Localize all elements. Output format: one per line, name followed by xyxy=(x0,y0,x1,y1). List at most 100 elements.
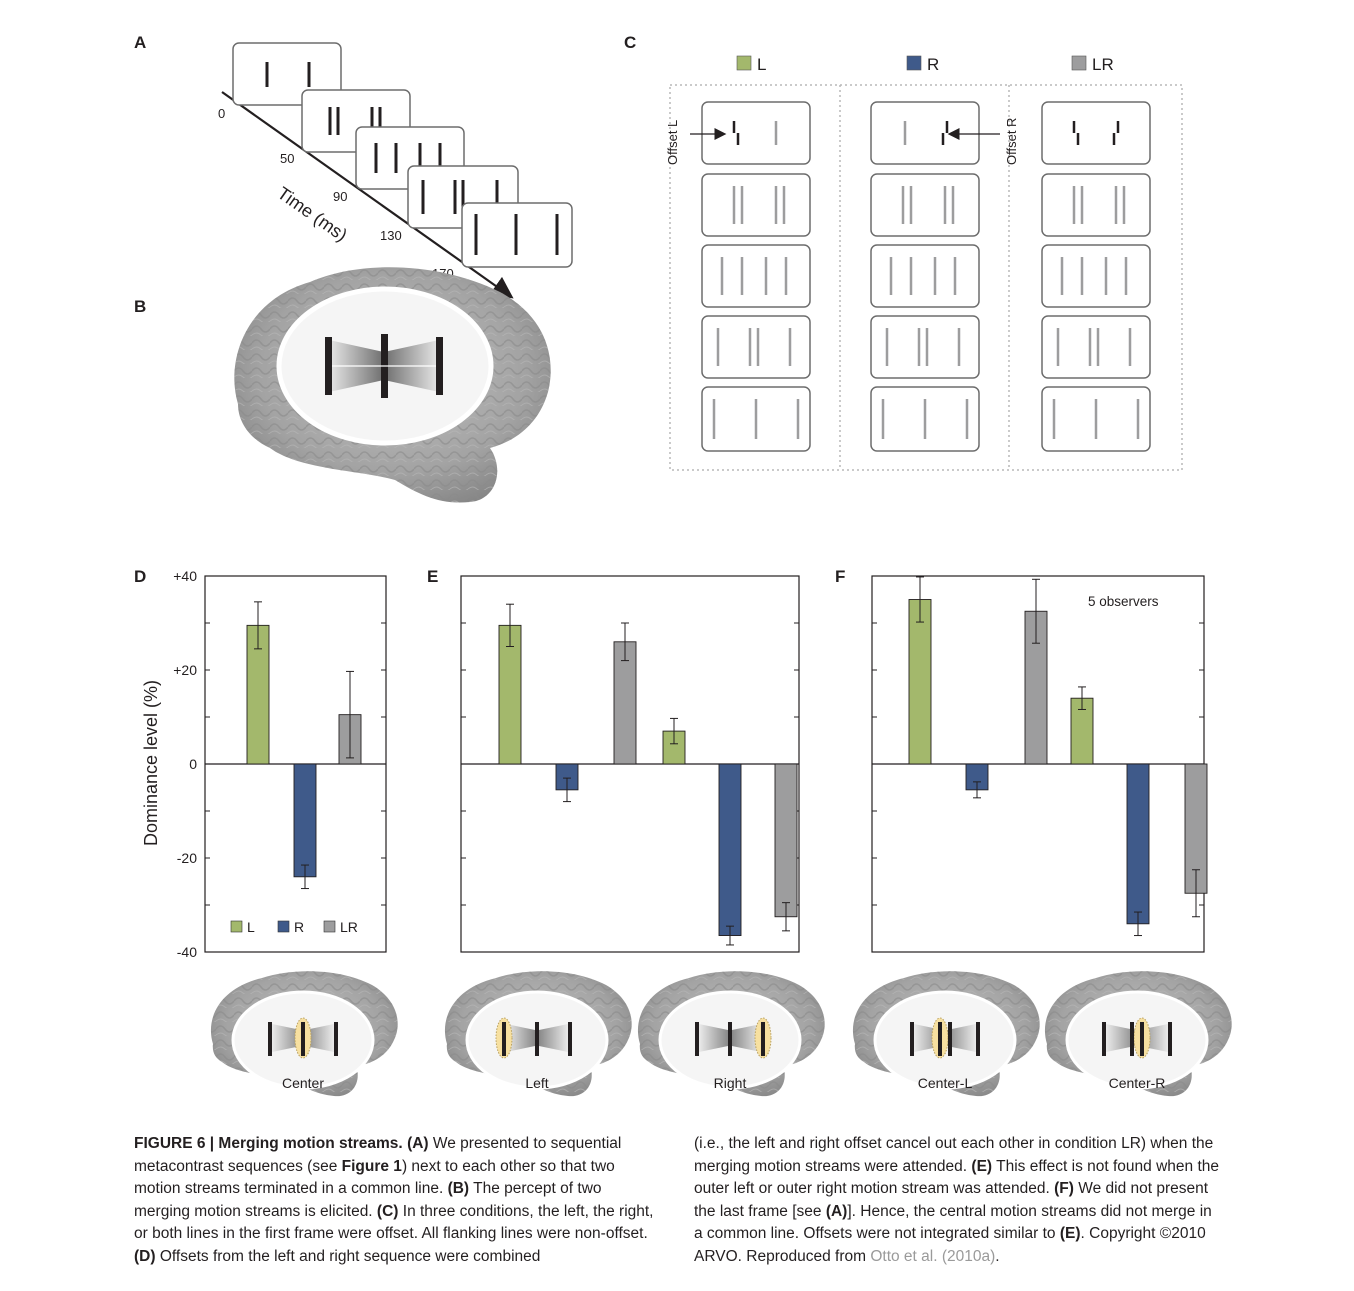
offset-r-label: Offset R xyxy=(1004,118,1019,165)
caption-text-a: We presented to sequential metacontrast … xyxy=(134,1135,622,1175)
caption-ref-c: (C) xyxy=(376,1202,399,1220)
brain-center-r: Center-R xyxy=(1044,971,1232,1097)
caption-text-d-end: (i.e., the left and right offset cancel … xyxy=(694,1135,1214,1175)
legend-label-lr: LR xyxy=(1092,55,1114,74)
panel-label-b: B xyxy=(134,297,146,316)
error-bar-right-r xyxy=(726,925,734,946)
condition-frame-c3-r4 xyxy=(1041,315,1151,379)
error-bar-left-l xyxy=(506,603,514,647)
brain-label-right: Right xyxy=(714,1075,747,1091)
error-bar-center-l xyxy=(254,601,262,650)
brain-center-l: Center-L xyxy=(852,971,1040,1097)
error-bar-center-r-lr xyxy=(1192,869,1200,918)
caption-ref-f-e: (E) xyxy=(1059,1225,1081,1243)
error-bar-center-r xyxy=(301,864,309,890)
y-tick-label: -20 xyxy=(177,850,197,866)
brain-label-center-l: Center-L xyxy=(918,1075,973,1091)
caption-text-f: We did not present the last frame [see xyxy=(694,1180,1209,1220)
condition-frame-c1-r5 xyxy=(701,386,811,452)
caption-ref-f: (F) xyxy=(1054,1180,1074,1198)
condition-frame-c3-r1 xyxy=(1041,101,1151,165)
caption-text-d-start: Offsets from the left and right sequence… xyxy=(155,1247,541,1265)
caption-text-c: In three conditions, the left, the right… xyxy=(134,1202,654,1243)
caption-text-f2: ]. Hence, the central motion streams did… xyxy=(694,1202,1212,1243)
chart-panel-d xyxy=(204,575,387,953)
time-tick-0: 0 xyxy=(218,106,225,121)
chart-legend-label-r: R xyxy=(294,919,304,935)
error-bar-center-l-lr xyxy=(1032,578,1040,644)
caption-figure-label: FIGURE 6 | Merging motion streams. xyxy=(134,1135,403,1152)
condition-frame-c1-r3 xyxy=(701,244,811,308)
caption-ref-f-a: (A) xyxy=(825,1202,848,1220)
panel-label-e: E xyxy=(427,567,438,586)
chart-legend-swatch-r xyxy=(277,920,290,933)
caption-ref-b: (B) xyxy=(447,1180,470,1198)
legend-swatch-lr xyxy=(1071,55,1087,71)
condition-frame-c2-r4 xyxy=(870,315,980,379)
offset-l-label: Offset L xyxy=(665,120,680,165)
chart-panel-f xyxy=(871,575,1208,953)
chart-legend-swatch-l xyxy=(230,920,243,933)
y-tick-label: +20 xyxy=(173,662,197,678)
dominance-charts: Dominance level (%) +40 +20 0 -20 -40 5 obse… xyxy=(141,568,1208,960)
panel-label-a: A xyxy=(134,33,146,52)
observers-annotation: 5 observers xyxy=(1088,594,1159,609)
panel-label-f: F xyxy=(835,567,845,586)
bar-center-r-r xyxy=(1126,763,1150,925)
brain-label-left: Left xyxy=(525,1075,548,1091)
caption-end: . xyxy=(995,1247,1000,1265)
y-tick-label: +40 xyxy=(173,568,197,584)
brain-center: Center xyxy=(210,971,398,1097)
caption-text-a2: ) next to each other so that two motion … xyxy=(134,1157,615,1198)
panel-label-d: D xyxy=(134,567,146,586)
condition-frame-c2-r1 xyxy=(870,101,980,165)
bar-right-lr xyxy=(774,763,798,918)
legend-label-l: L xyxy=(757,55,766,74)
caption-ref-figure1: Figure 1 xyxy=(341,1157,402,1175)
y-tick-label: 0 xyxy=(189,756,197,772)
condition-frame-c2-r5 xyxy=(870,386,980,452)
figure-canvas: A B C D E F xyxy=(134,33,1232,1097)
caption-text-f3: . Copyright ©2010 ARVO. Reproduced from xyxy=(694,1225,1206,1265)
legend-label-r: R xyxy=(927,55,939,74)
time-tick-90: 90 xyxy=(333,189,347,204)
panel-label-c: C xyxy=(624,33,636,52)
chart-legend-label-l: L xyxy=(247,919,255,935)
caption-ref-d: (D) xyxy=(134,1247,156,1265)
chart-legend-label-lr: LR xyxy=(340,919,358,935)
brain-label-center-r: Center-R xyxy=(1109,1075,1166,1091)
panel-b-merging-percept xyxy=(234,267,551,503)
error-bar-center-r-r xyxy=(1134,911,1142,937)
condition-frame-c1-r2 xyxy=(701,173,811,237)
error-bar-left-r xyxy=(563,777,571,803)
brain-label-center: Center xyxy=(282,1075,324,1091)
attended-stream-brains: Center Left Right Center-L Center-R xyxy=(210,971,1232,1097)
caption-text-b: The percept of two merging motion stream… xyxy=(134,1180,602,1220)
error-bar-center-l-l xyxy=(916,576,924,623)
error-bar-left-lr xyxy=(621,622,629,662)
condition-frame-c2-r2 xyxy=(870,173,980,237)
caption-citation-link[interactable]: Otto et al. (2010a) xyxy=(870,1247,996,1265)
panel-c-conditions: L R LR Offset L Offset R xyxy=(665,55,1183,471)
caption-right-column: (i.e., the left and right offset cancel … xyxy=(694,1133,1224,1269)
y-tick-label: -40 xyxy=(177,944,197,960)
brain-left: Left xyxy=(444,971,632,1097)
error-bar-right-l xyxy=(670,717,678,745)
condition-frame-c3-r2 xyxy=(1041,173,1151,237)
chart-panel-e xyxy=(460,575,800,953)
bar-center-l-l xyxy=(908,599,932,765)
condition-frame-c2-r3 xyxy=(870,244,980,308)
caption-text-e: This effect is not found when the outer … xyxy=(694,1157,1220,1198)
caption-ref-a: (A) xyxy=(407,1135,429,1152)
chart-legend-swatch-lr xyxy=(323,920,336,933)
condition-frame-c3-r3 xyxy=(1041,244,1151,308)
error-bar-center-l-r xyxy=(973,781,981,799)
caption-ref-e: (E) xyxy=(971,1157,993,1175)
legend-swatch-r xyxy=(906,55,922,71)
condition-frame-c1-r1 xyxy=(701,101,811,165)
error-bar-center-r-l xyxy=(1078,686,1086,710)
bar-right-r xyxy=(718,763,742,937)
time-tick-130: 130 xyxy=(380,228,402,243)
legend-swatch-l xyxy=(736,55,752,71)
frame-170ms xyxy=(461,202,573,268)
